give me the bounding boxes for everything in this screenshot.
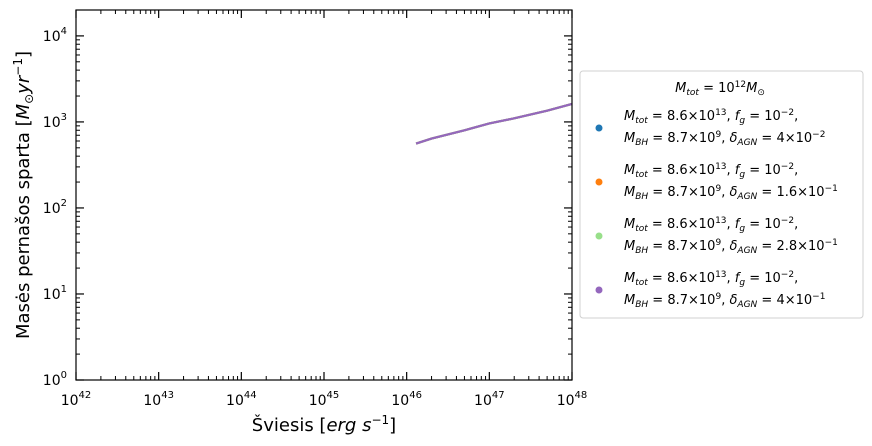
legend-label-1-line1: Mtot = 8.6×1013, fg = 10−2, <box>624 108 798 126</box>
legend-label-3-line2: MBH = 8.7×109, δAGN = 2.8×10−1 <box>624 238 838 256</box>
legend-marker-3 <box>595 232 603 240</box>
x-tick-label: 1042 <box>61 390 92 409</box>
y-tick-label: 104 <box>43 26 67 45</box>
y-tick-label: 100 <box>43 370 67 389</box>
legend-label-2-line1: Mtot = 8.6×1013, fg = 10−2, <box>624 162 798 180</box>
legend-label-3-line1: Mtot = 8.6×1013, fg = 10−2, <box>624 216 798 234</box>
legend-label-2-line2: MBH = 8.7×109, δAGN = 1.6×10−1 <box>624 184 838 202</box>
y-axis-label: Masės pernašos sparta [M⊙yr−1] <box>11 51 36 339</box>
plot-frame <box>75 9 573 381</box>
legend-label-1-line2: MBH = 8.7×109, δAGN = 4×10−2 <box>624 130 825 148</box>
y-tick-label: 103 <box>43 112 67 131</box>
x-tick-label: 1043 <box>143 390 174 409</box>
x-tick-label: 1046 <box>391 390 422 409</box>
y-tick-label: 102 <box>43 198 67 217</box>
series-line-4 <box>415 102 573 145</box>
legend-marker-4 <box>595 286 603 294</box>
legend-marker-2 <box>595 178 603 186</box>
x-tick-label: 1044 <box>226 390 257 409</box>
x-tick-label: 1048 <box>557 390 588 409</box>
legend-title: Mtot = 1012M⊙ <box>675 80 765 98</box>
series-lines <box>415 102 573 145</box>
x-axis-label: Šviesis [erg s−1] <box>252 413 396 436</box>
y-tick-label: 101 <box>43 284 67 303</box>
legend-box <box>579 70 864 319</box>
x-tick-label: 1047 <box>474 390 505 409</box>
legend-label-4-line2: MBH = 8.7×109, δAGN = 4×10−1 <box>624 292 825 310</box>
legend-label-4-line1: Mtot = 8.6×1013, fg = 10−2, <box>624 270 798 288</box>
legend-marker-1 <box>595 124 603 132</box>
x-tick-label: 1045 <box>309 390 340 409</box>
tick-marks: 1042 1043 1044 1045 1046 1047 1048 100 101 102 103… <box>43 10 587 409</box>
legend: Mtot = 1012M⊙ Mtot = 8.6×1013, fg = 10−2… <box>579 70 864 319</box>
